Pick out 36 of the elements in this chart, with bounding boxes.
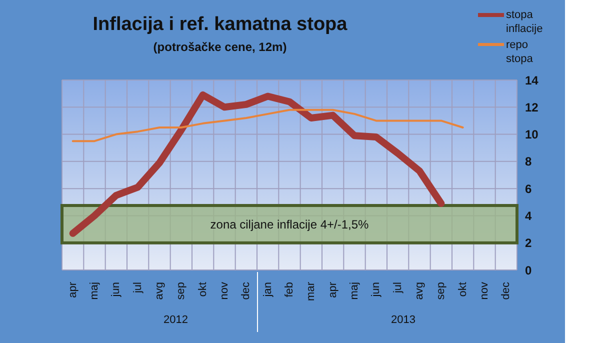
x-tick-label: sep [175,282,188,300]
x-tick-label: maj [88,282,100,300]
x-tick-label: jun [370,282,382,298]
legend-label: repo stopa [506,38,534,66]
x-tick-label: jan [262,282,274,298]
x-tick-label: apr [326,282,339,298]
x-tick-label: jul [132,282,144,294]
band-label: zona ciljane inflacije 4+/-1,5% [210,217,370,232]
x-tick-label: dec [500,282,512,300]
y-tick-label: 12 [525,100,539,114]
x-tick-label: avg [414,282,426,300]
y-tick-label: 0 [525,263,532,278]
y-tick-label: 2 [525,236,532,250]
y-tick-label: 6 [525,182,532,196]
chart-title: Inflacija i ref. kamatna stopa [92,14,348,36]
x-tick-label: mar [305,282,318,301]
x-tick-label: okt [456,282,469,297]
x-tick-label: maj [348,282,360,300]
x-tick-label: nov [478,282,490,300]
x-tick-label: avg [154,282,166,300]
x-tick-label: nov [218,282,230,300]
x-tick-label: jul [392,282,404,294]
x-tick-label: apr [66,282,79,298]
text: 2012 [162,314,189,326]
x-tick-label: jun [110,282,122,298]
x-tick-label: feb [284,282,296,298]
y-tick-label: 8 [525,154,532,169]
chart-subtitle: (potrošačke cene, 12m) [152,40,288,54]
x-tick-label: okt [196,282,209,297]
y-tick-label: 4 [525,208,532,223]
y-tick-label: 14 [525,73,539,88]
y-tick-label: 10 [525,128,539,142]
text: 2013 [390,314,416,326]
x-tick-label: dec [240,282,252,300]
line-series [72,108,464,142]
x-tick-label: sep [435,282,448,300]
